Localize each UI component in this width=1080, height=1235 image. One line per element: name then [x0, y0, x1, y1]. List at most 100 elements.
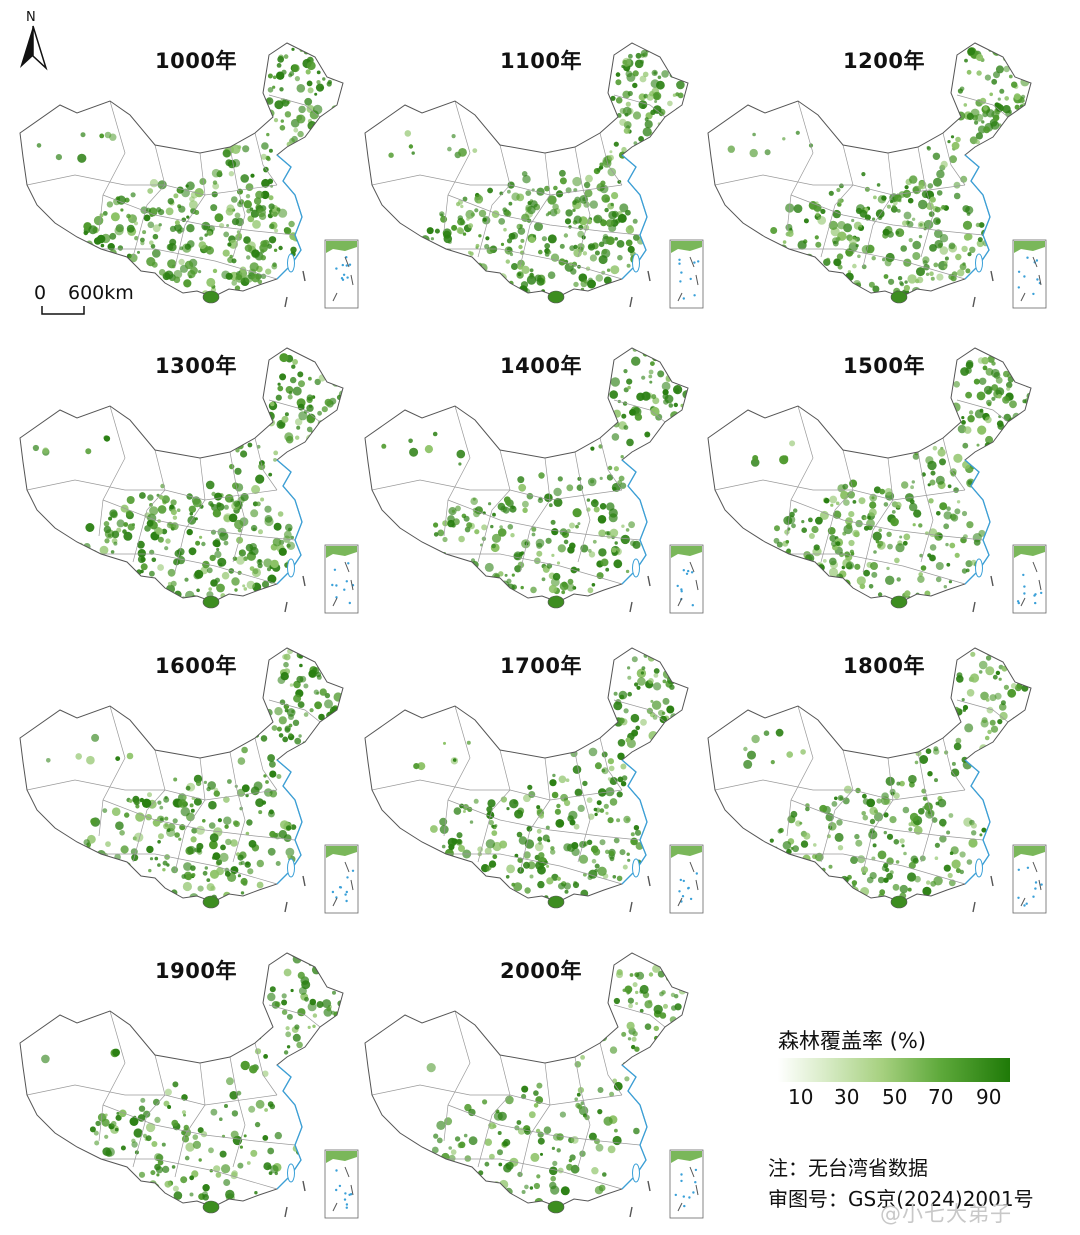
panel-year-label: 1000年 [155, 49, 237, 73]
scale-zero: 0 [34, 282, 47, 304]
south-china-sea-inset [669, 844, 704, 914]
boundary-dash [284, 1206, 288, 1218]
boundary-dash [647, 575, 651, 587]
province-border [714, 779, 966, 801]
province-border [26, 479, 278, 501]
hainan-island [890, 290, 908, 304]
south-china-sea-inset [669, 1149, 704, 1219]
hainan-island [547, 1200, 565, 1214]
panel-year-label: 1800年 [843, 654, 925, 678]
china-forest-map [364, 647, 704, 914]
boundary-dash [990, 270, 994, 282]
province-border [447, 499, 641, 541]
south-china-sea-inset [669, 544, 704, 614]
province-border [956, 699, 1009, 723]
province-border [101, 553, 278, 585]
panel-year-label: 1100年 [500, 49, 582, 73]
province-border [98, 405, 126, 537]
province-border [254, 437, 278, 491]
south-china-sea-inset [324, 1149, 359, 1219]
province-border [786, 405, 814, 537]
hainan-island [547, 895, 565, 909]
watermark: @小七大弟子 [880, 1202, 1012, 1226]
province-border [443, 705, 471, 837]
province-border [446, 553, 623, 585]
map-panel: 1900年 [15, 945, 360, 1235]
province-border [229, 1056, 246, 1168]
province-border [786, 705, 814, 837]
taiwan-island [287, 253, 295, 273]
boundary-dash [302, 875, 306, 887]
china-forest-map [364, 42, 704, 309]
province-border [26, 1084, 278, 1106]
province-border [229, 751, 246, 863]
map-panel: 1400年 [360, 340, 705, 630]
taiwan-island [632, 253, 640, 273]
province-border [132, 144, 166, 258]
taiwan-island [632, 858, 640, 878]
south-china-sea-inset [1012, 544, 1047, 614]
province-border [477, 749, 511, 863]
province-border [268, 1004, 321, 1028]
boundary-dash [972, 296, 976, 308]
china-forest-map [707, 647, 1047, 914]
legend-colorbar [778, 1058, 1010, 1082]
panel-year-label: 2000年 [500, 959, 582, 983]
province-border [519, 757, 551, 873]
province-border [443, 100, 471, 232]
boundary-dash [284, 296, 288, 308]
forest-cover-layer [743, 648, 1029, 900]
province-border [942, 737, 966, 791]
province-border [101, 853, 278, 885]
province-border [714, 174, 966, 196]
province-border [789, 553, 966, 585]
note-no-taiwan-data: 注：无台湾省数据 [768, 1156, 928, 1180]
province-border [790, 799, 984, 841]
province-border [917, 751, 934, 863]
province-border [132, 449, 166, 563]
boundary-dash [629, 296, 633, 308]
province-border [229, 451, 246, 563]
boundary-dash [647, 270, 651, 282]
map-panel: 1000年 [15, 35, 360, 325]
province-border [98, 100, 126, 232]
province-border [446, 853, 623, 885]
panel-year-label: 1700年 [500, 654, 582, 678]
province-border [917, 451, 934, 563]
province-border [477, 1054, 511, 1168]
province-border [446, 248, 623, 280]
north-arrow: N [16, 10, 50, 72]
province-border [102, 1104, 296, 1146]
province-border [613, 1004, 666, 1028]
province-border [447, 799, 641, 841]
china-forest-map [19, 347, 359, 614]
boundary-dash [629, 601, 633, 613]
province-border [714, 479, 966, 501]
boundary-dash [647, 1180, 651, 1192]
forest-cover-layer [36, 43, 339, 297]
province-border [98, 1010, 126, 1142]
province-border [574, 146, 591, 258]
country-fill [365, 648, 688, 902]
province-border [613, 699, 666, 723]
province-border [174, 152, 206, 268]
map-panel: 1200年 [703, 35, 1048, 325]
map-panel: 1600年 [15, 640, 360, 930]
china-forest-map [707, 347, 1047, 614]
province-border [174, 757, 206, 873]
note-map-approval: 审图号：GS京(2024)2001号 [768, 1187, 1034, 1211]
province-border [789, 248, 966, 280]
panel-year-label: 1500年 [843, 354, 925, 378]
province-border [102, 799, 296, 841]
province-border [254, 132, 278, 186]
boundary-dash [990, 875, 994, 887]
province-border [446, 1158, 623, 1190]
scale-bar: 0 600km [34, 282, 154, 322]
map-panel: 1100年 [360, 35, 705, 325]
taiwan-island [287, 1163, 295, 1183]
province-border [956, 94, 1009, 118]
boundary-dash [647, 875, 651, 887]
province-border [254, 1042, 278, 1096]
boundary-dash [972, 601, 976, 613]
province-border [98, 705, 126, 837]
